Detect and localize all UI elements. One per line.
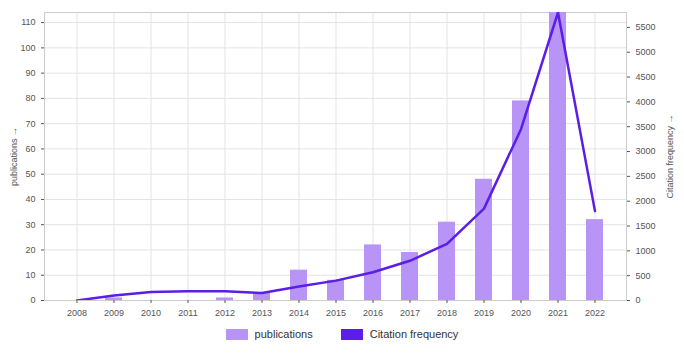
svg-text:40: 40 xyxy=(25,194,35,204)
svg-text:2500: 2500 xyxy=(636,171,656,181)
svg-text:2021: 2021 xyxy=(548,308,568,318)
svg-text:2022: 2022 xyxy=(585,308,605,318)
svg-text:20: 20 xyxy=(25,245,35,255)
svg-text:10: 10 xyxy=(25,270,35,280)
svg-text:2017: 2017 xyxy=(400,308,420,318)
svg-text:2018: 2018 xyxy=(437,308,457,318)
svg-text:2009: 2009 xyxy=(104,308,124,318)
svg-text:2020: 2020 xyxy=(511,308,531,318)
svg-text:50: 50 xyxy=(25,169,35,179)
svg-text:2019: 2019 xyxy=(474,308,494,318)
svg-text:2008: 2008 xyxy=(67,308,87,318)
svg-text:2010: 2010 xyxy=(141,308,161,318)
svg-text:publications →: publications → xyxy=(9,127,19,186)
svg-text:1500: 1500 xyxy=(636,221,656,231)
svg-text:2000: 2000 xyxy=(636,196,656,206)
svg-text:500: 500 xyxy=(636,271,651,281)
svg-text:4000: 4000 xyxy=(636,97,656,107)
svg-text:4500: 4500 xyxy=(636,72,656,82)
svg-text:3500: 3500 xyxy=(636,122,656,132)
svg-text:110: 110 xyxy=(21,17,35,27)
svg-text:2015: 2015 xyxy=(326,308,346,318)
svg-text:80: 80 xyxy=(25,93,35,103)
svg-text:2012: 2012 xyxy=(215,308,235,318)
html-text:publications: publications xyxy=(254,328,313,340)
svg-text:2011: 2011 xyxy=(178,308,197,318)
svg-text:70: 70 xyxy=(25,119,35,129)
svg-text:2013: 2013 xyxy=(252,308,272,318)
svg-text:5500: 5500 xyxy=(636,22,656,32)
svg-text:100: 100 xyxy=(20,43,35,53)
svg-text:3000: 3000 xyxy=(636,146,656,156)
svg-text:30: 30 xyxy=(25,220,35,230)
svg-text:2014: 2014 xyxy=(289,308,309,318)
svg-text:90: 90 xyxy=(25,68,35,78)
svg-text:5000: 5000 xyxy=(636,47,656,57)
svg-text:1000: 1000 xyxy=(636,246,656,256)
svg-text:60: 60 xyxy=(25,144,35,154)
svg-text:0: 0 xyxy=(636,295,641,305)
html-text:Citation frequency: Citation frequency xyxy=(369,328,459,340)
svg-text:2016: 2016 xyxy=(363,308,383,318)
svg-text:0: 0 xyxy=(30,295,35,305)
svg-text:Citation frequency →: Citation frequency → xyxy=(665,114,675,198)
